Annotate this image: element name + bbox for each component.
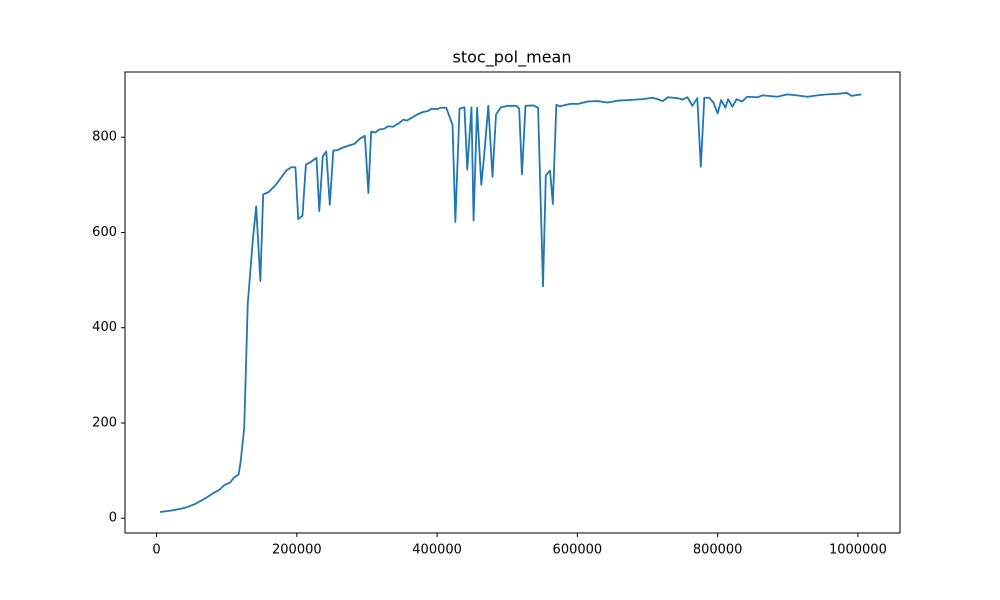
y-tick-label: 400 — [92, 320, 117, 335]
x-tick-label: 1000000 — [829, 543, 887, 558]
y-tick-label: 800 — [92, 130, 117, 145]
x-tick-label: 0 — [152, 543, 160, 558]
chart-title: stoc_pol_mean — [453, 48, 572, 68]
x-tick-label: 400000 — [412, 543, 462, 558]
x-tick-label: 800000 — [693, 543, 743, 558]
x-tick-label: 600000 — [553, 543, 603, 558]
y-tick-label: 600 — [92, 225, 117, 240]
y-tick-label: 200 — [92, 415, 117, 430]
data-line — [159, 92, 862, 513]
y-tick-label: 0 — [109, 511, 117, 526]
plot-frame — [124, 71, 901, 534]
x-tick-label: 200000 — [272, 543, 322, 558]
